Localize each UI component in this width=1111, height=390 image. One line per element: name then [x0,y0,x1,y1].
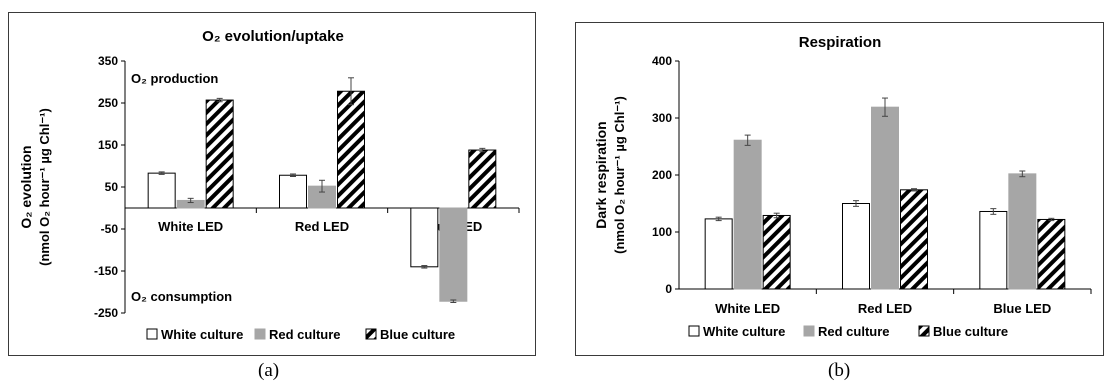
bar [337,90,365,209]
legend-label: White culture [161,327,243,342]
bar [842,203,870,290]
y-tick-label: -150 [94,264,118,278]
bar [762,214,791,290]
legend-label: Blue culture [380,327,455,342]
bar [733,139,762,290]
chart-panel-a: O₂ evolution/uptake O₂ evolution (nmol O₂ … [8,12,536,356]
category-label: Red LED [858,301,912,316]
y-tick-label: 0 [665,282,672,296]
legend-swatch [918,325,930,337]
category-label: White LED [158,219,223,234]
bar [410,207,439,268]
bar [979,210,1008,290]
legend-swatch [688,325,700,337]
y-tick-label: 200 [652,168,672,182]
bar [1008,173,1037,290]
category-label: Red LED [295,219,349,234]
y-tick-label: 150 [98,138,118,152]
chart-title: O₂ evolution/uptake [202,28,344,45]
y-axis-unit-label: (nmol O₂ hour⁻¹ µg Chl⁻¹) [37,108,52,266]
annotation-o2-production: O₂ production [131,71,218,86]
y-axis-label: O₂ evolution [18,145,34,228]
legend-swatch [146,328,158,340]
bar [1037,218,1066,290]
y-tick-label: -250 [94,306,118,320]
category-label: Blue LED [993,301,1051,316]
y-tick-label: 350 [98,54,118,68]
annotation-o2-consumption: O₂ consumption [131,289,232,304]
legend-label: Blue culture [933,324,1008,339]
y-tick-label: 100 [652,225,672,239]
category-label: White LED [715,301,780,316]
caption-a: (a) [258,360,280,381]
legend-swatch [803,325,815,337]
legend-label: Red culture [818,324,890,339]
y-axis-label: Dark respiration [593,121,609,228]
chart-b-svg: Respiration Dark respiration (nmol O₂ hour… [593,34,1092,339]
y-tick-label: 400 [652,54,672,68]
legend-label: White culture [703,324,785,339]
bar [439,207,468,302]
y-axis-unit-label: (nmol O₂ hour⁻¹ µg Chl⁻¹) [612,96,627,254]
bar [900,189,928,290]
bar [704,218,733,290]
bar [279,174,307,209]
chart-a-svg: O₂ evolution/uptake O₂ evolution (nmol O₂ … [18,28,520,342]
y-tick-label: 50 [105,180,119,194]
bar [468,149,497,209]
chart-title: Respiration [799,34,882,51]
legend-label: Red culture [269,327,341,342]
y-tick-label: 250 [98,96,118,110]
y-tick-label: -50 [101,222,119,236]
bar [205,99,234,209]
bar [871,106,899,290]
legend-swatch [254,328,266,340]
caption-b: (b) [828,360,851,381]
chart-panel-b: Respiration Dark respiration (nmol O₂ hour… [575,22,1104,356]
bar [147,172,176,209]
y-tick-label: 300 [652,111,672,125]
legend-swatch [365,328,377,340]
